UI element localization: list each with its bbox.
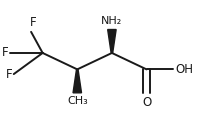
Text: CH₃: CH₃ <box>67 96 88 106</box>
Text: F: F <box>2 46 9 60</box>
Text: NH₂: NH₂ <box>101 16 123 26</box>
Text: O: O <box>142 96 151 109</box>
Polygon shape <box>73 69 82 93</box>
Polygon shape <box>108 30 116 53</box>
Text: F: F <box>30 16 36 29</box>
Text: OH: OH <box>175 63 193 76</box>
Text: F: F <box>6 68 13 81</box>
